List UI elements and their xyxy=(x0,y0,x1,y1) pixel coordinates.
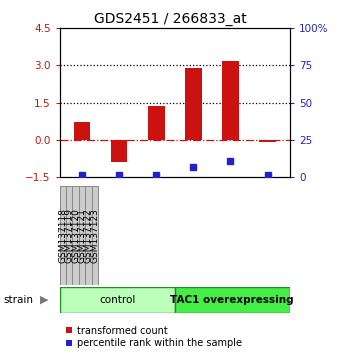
Text: strain: strain xyxy=(3,295,33,305)
Bar xyxy=(148,106,165,140)
Bar xyxy=(60,287,175,313)
Bar xyxy=(79,186,85,285)
Text: TAC1 overexpressing: TAC1 overexpressing xyxy=(170,295,294,305)
Bar xyxy=(259,140,276,142)
Bar xyxy=(66,186,72,285)
Text: ▶: ▶ xyxy=(40,295,48,305)
Bar xyxy=(72,186,79,285)
Text: GSM137118: GSM137118 xyxy=(58,208,68,263)
Text: GSM137119: GSM137119 xyxy=(65,208,74,263)
Text: GSM137122: GSM137122 xyxy=(84,208,93,263)
Legend: transformed count, percentile rank within the sample: transformed count, percentile rank withi… xyxy=(61,322,246,352)
Bar xyxy=(185,68,202,140)
Bar xyxy=(111,140,128,162)
Bar xyxy=(92,186,98,285)
Bar xyxy=(85,186,92,285)
Bar xyxy=(74,122,90,140)
Bar xyxy=(60,186,66,285)
Text: GSM137121: GSM137121 xyxy=(77,208,87,263)
Bar xyxy=(175,287,290,313)
Text: GSM137123: GSM137123 xyxy=(90,208,99,263)
Bar xyxy=(222,61,239,140)
Text: GSM137120: GSM137120 xyxy=(71,208,80,263)
Text: control: control xyxy=(99,295,135,305)
Text: GDS2451 / 266833_at: GDS2451 / 266833_at xyxy=(94,12,247,27)
